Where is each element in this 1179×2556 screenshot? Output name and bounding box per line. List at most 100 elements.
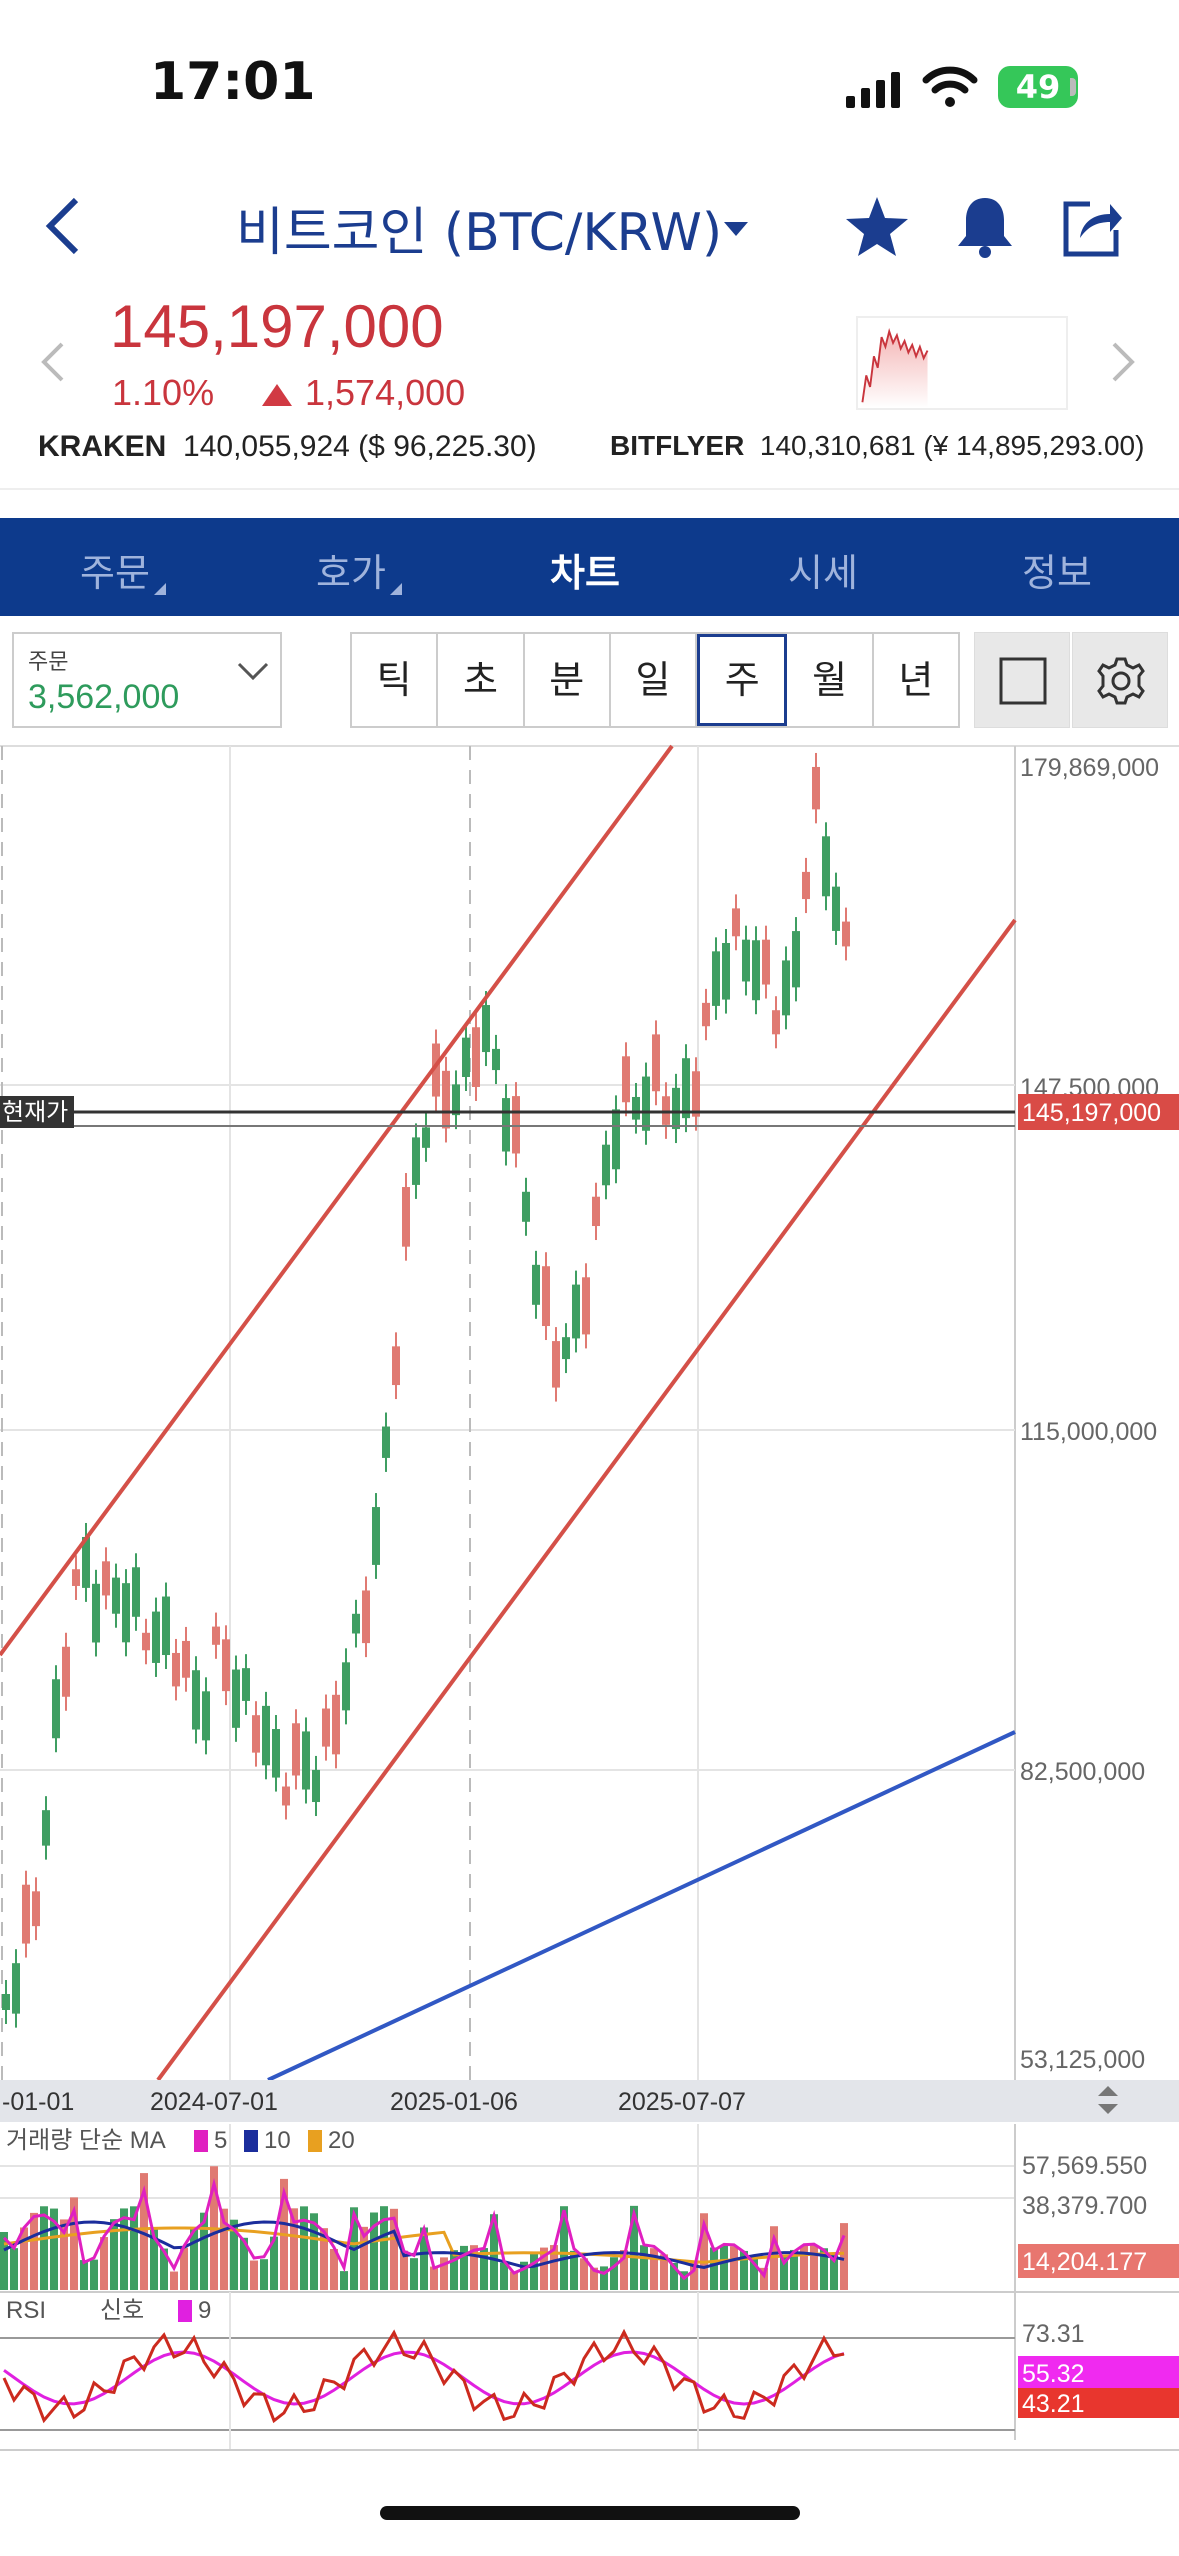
volume-bar: [20, 2227, 28, 2290]
back-chevron-icon[interactable]: [40, 196, 90, 256]
star-icon[interactable]: [844, 194, 910, 260]
ma20-legend: 20: [328, 2127, 355, 2154]
candle: [312, 1769, 320, 1803]
battery-cap: [1070, 78, 1076, 96]
volume-bar: [790, 2249, 798, 2290]
period-tick[interactable]: 틱: [352, 634, 439, 726]
rsi-line: [2, 2328, 845, 2424]
volume-bar: [300, 2206, 308, 2290]
candle: [622, 1056, 630, 1103]
candle: [602, 1144, 610, 1186]
order-dropdown[interactable]: 주문 3,562,000: [12, 632, 282, 728]
volume-bar: [810, 2245, 818, 2290]
candle: [42, 1810, 50, 1846]
up-triangle-icon: [262, 384, 292, 406]
period-selector: 틱 초 분 일 주 월 년: [350, 632, 960, 728]
upper-trend-line[interactable]: [0, 744, 674, 1657]
current-price-axis-label: 145,197,000: [1022, 1099, 1161, 1127]
candlestick-chart[interactable]: 현재가 179,869,000 147,500,000 115,000,000 …: [0, 740, 1179, 2460]
candle: [812, 766, 820, 810]
volume-bar: [320, 2228, 328, 2290]
volume-bar: [840, 2223, 848, 2290]
exchange-kraken: KRAKEN 140,055,924 ($ 96,225.30): [38, 430, 537, 464]
candle: [2, 1994, 10, 2010]
volume-bar: [820, 2248, 828, 2290]
tab-market-price[interactable]: 시세: [788, 551, 858, 595]
volume-bar: [340, 2271, 348, 2290]
candle: [52, 1679, 60, 1739]
chart-area[interactable]: 현재가 179,869,000 147,500,000 115,000,000 …: [0, 740, 1179, 2460]
share-icon[interactable]: [1060, 194, 1126, 260]
period-day[interactable]: 일: [611, 634, 698, 726]
period-year[interactable]: 년: [898, 658, 934, 702]
candle: [112, 1577, 120, 1614]
period-week[interactable]: 주: [697, 634, 788, 726]
volume-tick: 38,379.700: [1022, 2192, 1147, 2220]
rsi-label: RSI: [6, 2297, 46, 2324]
candle: [342, 1662, 350, 1711]
volume-bar: [400, 2250, 408, 2290]
volume-bar: [50, 2208, 58, 2290]
current-price: 145,197,000: [110, 293, 444, 360]
prev-coin-icon[interactable]: [38, 340, 68, 384]
period-minute[interactable]: 분: [525, 634, 611, 726]
axis-scroll-icon[interactable]: [1098, 2086, 1118, 2114]
candle: [22, 1884, 30, 1944]
candle: [452, 1084, 460, 1116]
volume-bar: [430, 2266, 438, 2290]
candle: [712, 951, 720, 1006]
volume-bar: [800, 2245, 808, 2290]
rsi-value: 43.21: [1022, 2390, 1085, 2418]
tab-orderbook[interactable]: 호가: [316, 542, 402, 597]
volume-bar: [640, 2245, 648, 2290]
candle: [292, 1723, 300, 1776]
period-second[interactable]: 초: [438, 634, 525, 726]
period-month[interactable]: 월: [787, 634, 874, 726]
settings-button[interactable]: [1072, 632, 1168, 728]
volume-bar: [150, 2227, 158, 2290]
volume-ma10-line: [3, 2220, 845, 2270]
title-dropdown-icon[interactable]: [724, 222, 748, 236]
home-indicator[interactable]: [380, 2506, 800, 2520]
candle: [172, 1652, 180, 1687]
volume-bar: [540, 2247, 548, 2290]
candle: [442, 1070, 450, 1129]
candle: [772, 1010, 780, 1035]
next-coin-icon[interactable]: [1108, 340, 1138, 384]
candle: [92, 1583, 100, 1643]
volume-bar: [570, 2250, 578, 2290]
candle: [402, 1187, 410, 1247]
candle: [372, 1507, 380, 1565]
candle: [302, 1731, 310, 1790]
current-price-tag: 현재가: [2, 1099, 68, 1126]
candle: [562, 1337, 570, 1360]
volume-bar: [90, 2259, 98, 2290]
ma5-legend: 5: [214, 2127, 227, 2154]
x-tick: 2024-07-01: [150, 2088, 278, 2116]
lower-trend-line[interactable]: [156, 918, 1017, 2082]
change-percent: 1.10%: [112, 372, 215, 413]
tab-chart[interactable]: 차트: [550, 551, 620, 595]
candle: [642, 1076, 650, 1131]
candle: [652, 1034, 660, 1092]
volume-bar: [170, 2271, 178, 2290]
long-term-trend-line[interactable]: [267, 1730, 1016, 2082]
volume-bar: [590, 2267, 598, 2290]
candle: [252, 1715, 260, 1753]
candle: [352, 1613, 360, 1634]
page-title[interactable]: 비트코인 (BTC/KRW): [236, 203, 723, 263]
chevron-down-icon: [237, 662, 269, 681]
candle: [212, 1626, 220, 1645]
fullscreen-button[interactable]: [974, 632, 1070, 728]
volume-bar: [140, 2173, 148, 2290]
candle: [542, 1266, 550, 1327]
tab-order[interactable]: 주문: [80, 542, 166, 597]
candle: [142, 1632, 150, 1651]
candle: [32, 1891, 40, 1927]
order-label: 주문: [28, 650, 69, 675]
candle: [332, 1694, 340, 1755]
tab-info[interactable]: 정보: [1022, 551, 1092, 595]
change-amount: 1,574,000: [305, 372, 466, 413]
bell-icon[interactable]: [952, 194, 1018, 260]
candle: [802, 871, 810, 900]
